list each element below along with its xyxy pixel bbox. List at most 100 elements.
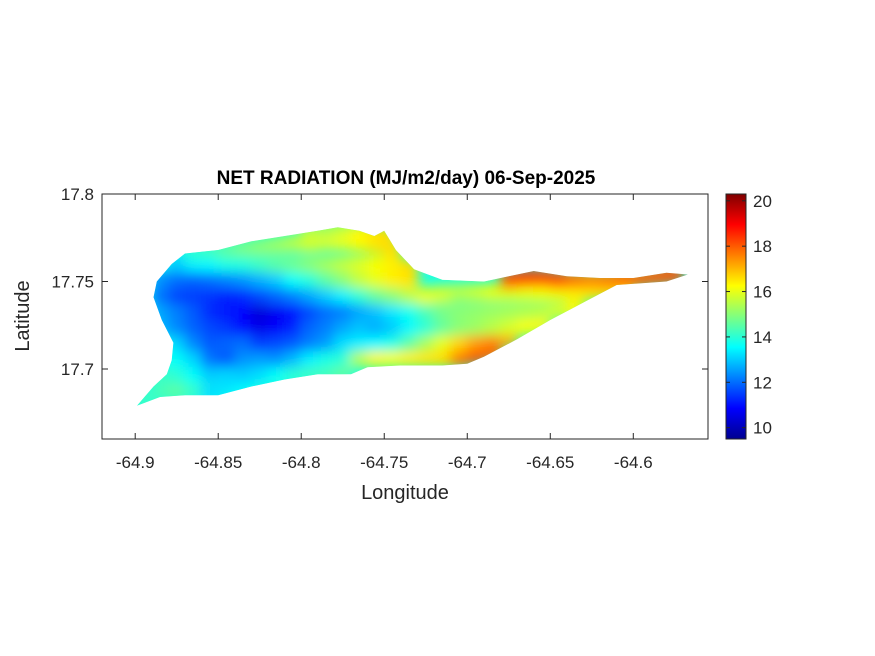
radiation-cell [416,350,435,367]
radiation-cell [433,285,452,303]
radiation-cell [300,302,319,320]
radiation-cell [283,271,302,289]
radiation-cell [366,271,385,289]
colorbar-ticks: 10 12 14 16 18 20 [726,192,772,438]
radiation-cell [599,271,618,289]
radiation-cell [450,334,468,352]
radiation-cell [250,334,269,352]
radiation-cell [200,334,219,352]
radiation-cell [250,350,269,367]
radiation-cell [151,302,170,320]
radiation-cell [400,287,419,304]
radiation-cell [533,302,551,320]
radiation-cell [483,283,502,301]
radiation-cell [184,318,203,336]
radiation-cell [350,302,369,320]
radiation-cell [383,271,402,289]
radiation-cell [283,350,302,367]
radiation-cell [151,369,170,387]
radiation-cell [200,365,219,383]
radiation-cell [466,283,485,301]
x-tick-label: -64.8 [282,453,321,472]
radiation-cell [333,287,352,304]
radiation-cell [366,318,385,336]
radiation-cell [167,318,186,336]
radiation-cell [283,318,302,336]
radiation-cell [300,287,319,304]
radiation-cell [466,318,485,336]
radiation-cell [433,334,452,352]
map-layer [136,210,689,406]
radiation-cell [200,318,219,336]
radiation-cell [300,271,319,289]
radiation-cell [582,271,601,289]
x-tick-label: -64.6 [614,453,653,472]
radiation-cell [151,271,170,289]
radiation-cell [234,318,253,336]
radiation-cell [217,271,236,289]
radiation-cell [300,227,319,241]
radiation-cell [317,350,336,367]
radiation-cell [217,241,236,259]
radiation-cell [217,365,236,383]
radiation-cell [383,318,402,336]
x-tick-label: -64.65 [526,453,574,472]
radiation-cell [283,365,302,383]
radiation-cell [267,287,286,304]
radiation-cell [366,350,385,367]
radiation-cell [350,318,369,336]
radiation-cell [366,255,385,273]
radiation-cell [416,287,435,304]
radiation-cell [400,334,419,352]
x-tick-label: -64.85 [194,453,242,472]
radiation-cell [184,383,203,401]
radiation-cell [586,210,604,227]
radiation-cell [200,287,219,304]
radiation-cell [549,302,568,320]
colorbar-tick-label: 12 [753,373,772,392]
y-axis: 17.7 17.75 17.8 [51,185,708,379]
radiation-cell [632,269,651,287]
radiation-cell [516,318,535,336]
radiation-cell [250,318,269,336]
radiation-cell [234,255,253,273]
y-tick-label: 17.75 [51,273,94,292]
radiation-cell [200,255,219,273]
radiation-cell [400,318,419,336]
radiation-cell [450,350,468,367]
radiation-cell [317,318,336,336]
radiation-cell [300,255,319,273]
radiation-cell [366,287,385,304]
radiation-cell [283,302,302,320]
radiation-cell [234,350,253,367]
radiation-cell [350,227,369,241]
radiation-cell [516,302,535,320]
radiation-cell [267,365,286,383]
radiation-cell [167,350,186,367]
radiation-cell [167,255,186,273]
radiation-cell [566,271,585,289]
radiation-cell [450,318,468,336]
radiation-cell [184,334,203,352]
radiation-cell [167,365,186,383]
colorbar-border [725,193,747,440]
radiation-cell [267,236,286,254]
radiation-cell [300,318,319,336]
radiation-cell [283,287,302,304]
radiation-cell [317,287,336,304]
radiation-cell [151,318,170,336]
radiation-cell [317,255,336,273]
radiation-cell [616,269,634,287]
radiation-cell [184,302,203,320]
radiation-cell [167,302,186,320]
radiation-cell [333,302,352,320]
radiation-cell [267,255,286,273]
colorbar-tick-label: 16 [753,283,772,302]
radiation-cell [383,287,402,304]
y-tick-label: 17.8 [61,185,94,204]
radiation-cell [433,350,452,367]
radiation-cell [151,383,170,401]
y-axis-label: Latitude [12,280,34,351]
radiation-cell [333,255,352,273]
radiation-cell [234,239,253,257]
